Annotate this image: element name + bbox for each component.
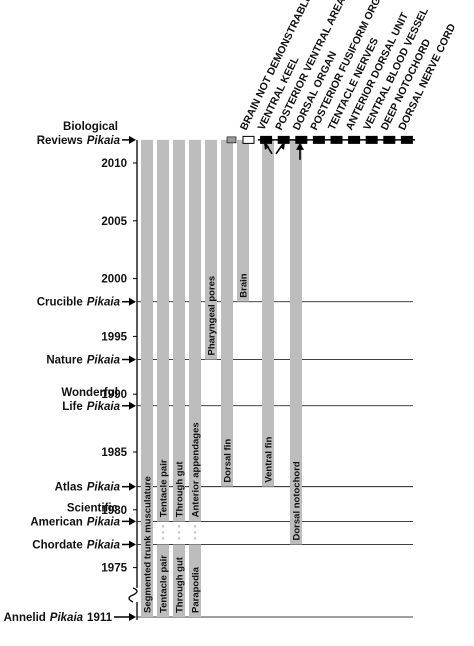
event-label-part: Pikaia [50,612,84,624]
event-label-part: Nature [46,355,82,367]
trait-bar [189,139,201,522]
trait-bar [173,139,185,522]
dotted-gap [193,531,197,534]
tick-label: 1990 [101,389,127,401]
trait-bar [157,544,169,617]
dotted-gap [177,531,181,534]
event-label: Life Pikaia [62,401,120,413]
event-label: Annelid Pikaia 1911 [4,612,113,624]
trait-label: Through gut [175,556,186,613]
event-label: Reviews Pikaia [37,135,121,147]
trait-label: Tentacle pair [159,555,170,613]
event-arrowhead [129,401,136,410]
tick-label: 1985 [101,447,127,459]
feature-box [277,135,290,144]
event-arrowhead [129,540,136,549]
feature-box [348,135,361,144]
feature-arrowhead [296,142,304,150]
tick-label: 1980 [101,505,127,517]
trait-label: Anterior appendages [191,422,202,517]
event-label-part: Pikaia [87,297,121,309]
event-label-part: American [30,516,82,528]
event-label-part: Pikaia [87,482,121,494]
tick-label: 2010 [101,158,127,170]
trait-bar [157,139,169,522]
feature-box [295,135,308,144]
feature-box [330,135,343,144]
event-label-part: Pikaia [87,135,121,147]
trait-bar [221,139,233,487]
event-arrowhead [129,297,136,306]
event-label-part: Pikaia [87,539,121,551]
trait-bar [141,139,153,617]
event-label-part: Reviews [37,135,83,147]
event-label: Biological [63,121,118,133]
feature-box [242,135,255,144]
tick-label: 1995 [101,331,127,343]
event-arrowhead [129,135,136,144]
event-label-part: Pikaia [87,516,121,528]
feature-box [383,135,396,144]
feature-box [365,135,378,144]
trait-label: Dorsal fin [223,439,234,483]
event-arrowhead [129,482,136,491]
event-label-part: Annelid [4,612,46,624]
event-label: Crucible Pikaia [37,297,121,309]
tick-label: 2005 [101,216,127,228]
event-label-part: 1911 [87,612,113,624]
tick-label: 2000 [101,274,127,286]
trait-bar [205,139,217,360]
trait-bar [262,139,274,487]
trait-label: Dorsal notochord [292,461,303,540]
event-label-part: Life [62,401,82,413]
event-label: Scientific [67,502,119,514]
trait-bar [189,544,201,617]
event-label-part: Chordate [32,539,82,551]
dotted-gap [193,525,197,528]
event-arrowhead [129,355,136,364]
event-label: Nature Pikaia [46,355,120,367]
trait-label: Pharyngeal pores [207,276,218,356]
trait-label: Parapodia [191,566,202,613]
event-arrowhead [129,613,136,621]
trait-bar [237,139,249,302]
feature-arrowhead [264,142,285,150]
tick-label: 1975 [101,563,127,575]
trait-label: Segmented trunk musculature [143,476,154,613]
event-label-part: Atlas [55,482,83,494]
trait-label: Through gut [175,461,186,518]
trait-label: Ventral fin [264,437,275,483]
dotted-gap [177,537,181,540]
event-label: Chordate Pikaia [32,539,120,551]
event-label: Wonderful [61,387,118,399]
hatched-box [226,136,237,144]
dotted-gap [161,531,165,534]
event-arrowhead [129,517,136,526]
dotted-gap [161,525,165,528]
dotted-gap [177,525,181,528]
event-label: Atlas Pikaia [55,482,121,494]
feature-box [312,135,325,144]
trait-label: Brain [239,273,250,297]
event-label: American Pikaia [30,516,120,528]
trait-label: Tentacle pair [159,459,170,517]
dotted-gap [193,537,197,540]
trait-bar [290,139,302,545]
feature-box [400,135,413,144]
event-label-part: Pikaia [87,401,121,413]
trait-bar [173,544,185,617]
event-label-part: Crucible [37,297,83,309]
dotted-gap [161,537,165,540]
time-axis [128,140,138,620]
feature-box [260,135,273,144]
event-label-part: Pikaia [87,355,121,367]
